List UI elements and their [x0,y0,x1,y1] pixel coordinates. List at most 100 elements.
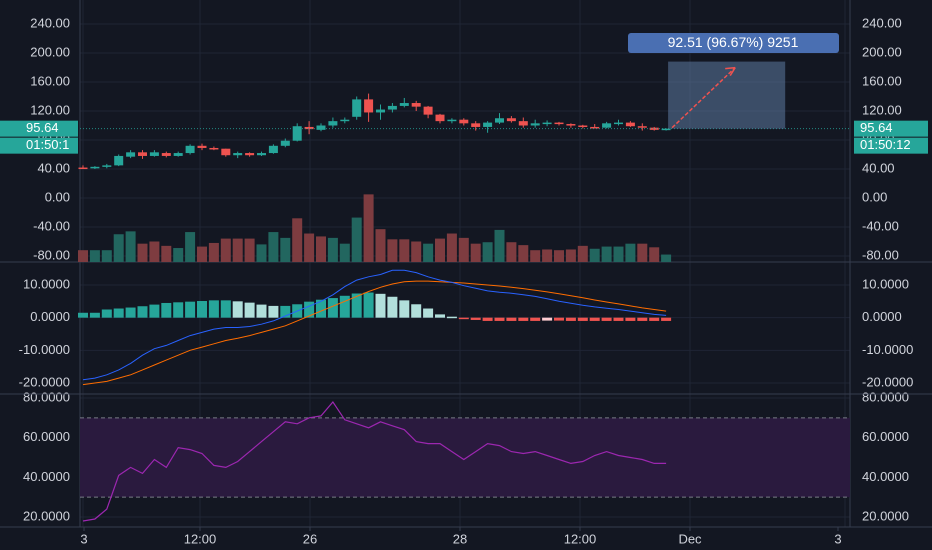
candle-body [649,127,659,130]
volume-bar [542,249,553,262]
macd-histogram-bar [411,304,422,318]
axis-tick-left: -40.00 [33,218,70,233]
macd-histogram-bar [220,300,231,318]
candle-body [566,124,576,126]
macd-histogram-bar [387,296,398,318]
candle-body [352,99,362,117]
volume-bar [565,249,576,262]
macd-histogram-bar [78,312,88,318]
volume-bar [637,243,648,262]
axis-tick-right: 160.00 [862,73,902,88]
axis-tick-left: 160.00 [30,73,70,88]
x-axis-tick-label: 28 [453,531,467,546]
macd-histogram-bar [280,305,291,318]
macd-histogram-bar [649,317,660,321]
volume-bar [125,231,136,262]
macd-histogram-bar [125,307,136,318]
volume-bar [411,241,422,262]
x-axis-tick-label: 12:00 [564,531,597,546]
axis-tick-right: 0.00 [862,189,887,204]
axis-tick-right: -10.0000 [862,342,913,357]
candle-body [661,128,671,131]
macd-histogram-bar [375,293,386,318]
macd-histogram-bar [101,309,112,318]
volume-bar [268,232,279,262]
volume-bar [554,250,564,262]
price-tag-value: 95.64 [26,120,59,135]
macd-histogram-bar [423,308,434,318]
macd-histogram-bar [232,301,243,318]
macd-histogram-bar [208,300,219,318]
volume-bar [518,245,529,262]
axis-tick-right: 10.0000 [862,276,909,291]
volume-bar [482,242,493,262]
candle-body [483,122,493,127]
measure-arrow-head [725,66,736,76]
candle-body [554,122,564,125]
axis-tick-right: 20.0000 [862,508,909,523]
candle-body [316,125,326,130]
volume-bar [208,242,219,262]
volume-bar [661,254,672,262]
macd-histogram-bar [530,317,541,321]
macd-histogram-bar [113,308,124,318]
candle-body [245,153,255,156]
volume-bar [625,243,636,262]
macd-histogram [78,292,672,321]
measure-label-box [628,33,839,53]
axis-tick-left: 240.00 [30,15,70,30]
price-tag-box [854,120,928,137]
candle-body [233,153,243,156]
volume-bar [232,238,243,262]
candle-body [625,122,635,127]
macd-histogram-bar [161,302,172,318]
axis-tick-right: 40.0000 [862,469,909,484]
volume-bar [470,243,481,262]
macd-histogram-bar [137,306,148,318]
axis-tick-right: 0.0000 [862,309,902,324]
axis-tick-right: 120.00 [862,102,902,117]
rsi-line [82,401,667,522]
axis-tick-right: 80.0000 [862,389,909,404]
axis-tick-left: -20.0000 [19,374,70,389]
candle-body [209,147,219,150]
candle-body [197,145,207,148]
macd-histogram-bar [327,298,338,318]
candle-body [280,140,290,146]
axis-tick-left: -10.0000 [19,342,70,357]
x-axis-tick-label: 12:00 [184,531,217,546]
candle-body [78,167,88,170]
volume-bar [435,238,445,262]
axis-tick-left: 80.0000 [23,389,70,404]
axis-tick-left: 120.00 [30,102,70,117]
macd-signal-line [82,280,667,386]
candle-body [590,126,600,129]
macd-line [82,269,667,381]
candle-body [637,126,647,128]
volume-bar [506,242,517,262]
volume-bar [101,250,112,262]
macd-histogram-bar [506,317,517,321]
volume-bar [327,237,338,262]
macd-histogram-bar [173,302,184,318]
volume-bar [113,234,124,262]
macd-histogram-bar [518,317,529,321]
volume-bar [316,236,326,262]
axis-tick-right: 40.00 [862,160,895,175]
volume-bar [244,238,255,262]
volume-bar [613,246,624,262]
candle-body [614,122,623,125]
candle-body [257,153,266,156]
axis-tick-right: -40.00 [862,218,899,233]
volume-bar [589,248,600,262]
candle-body [518,121,528,126]
volume-bar [197,246,207,262]
axis-tick-left: 40.0000 [23,469,70,484]
volume-bar [304,233,315,262]
candlesticks [78,93,671,170]
x-axis-tick-label: 3 [834,531,841,546]
candle-body [90,166,100,169]
volume-bar [292,218,303,262]
